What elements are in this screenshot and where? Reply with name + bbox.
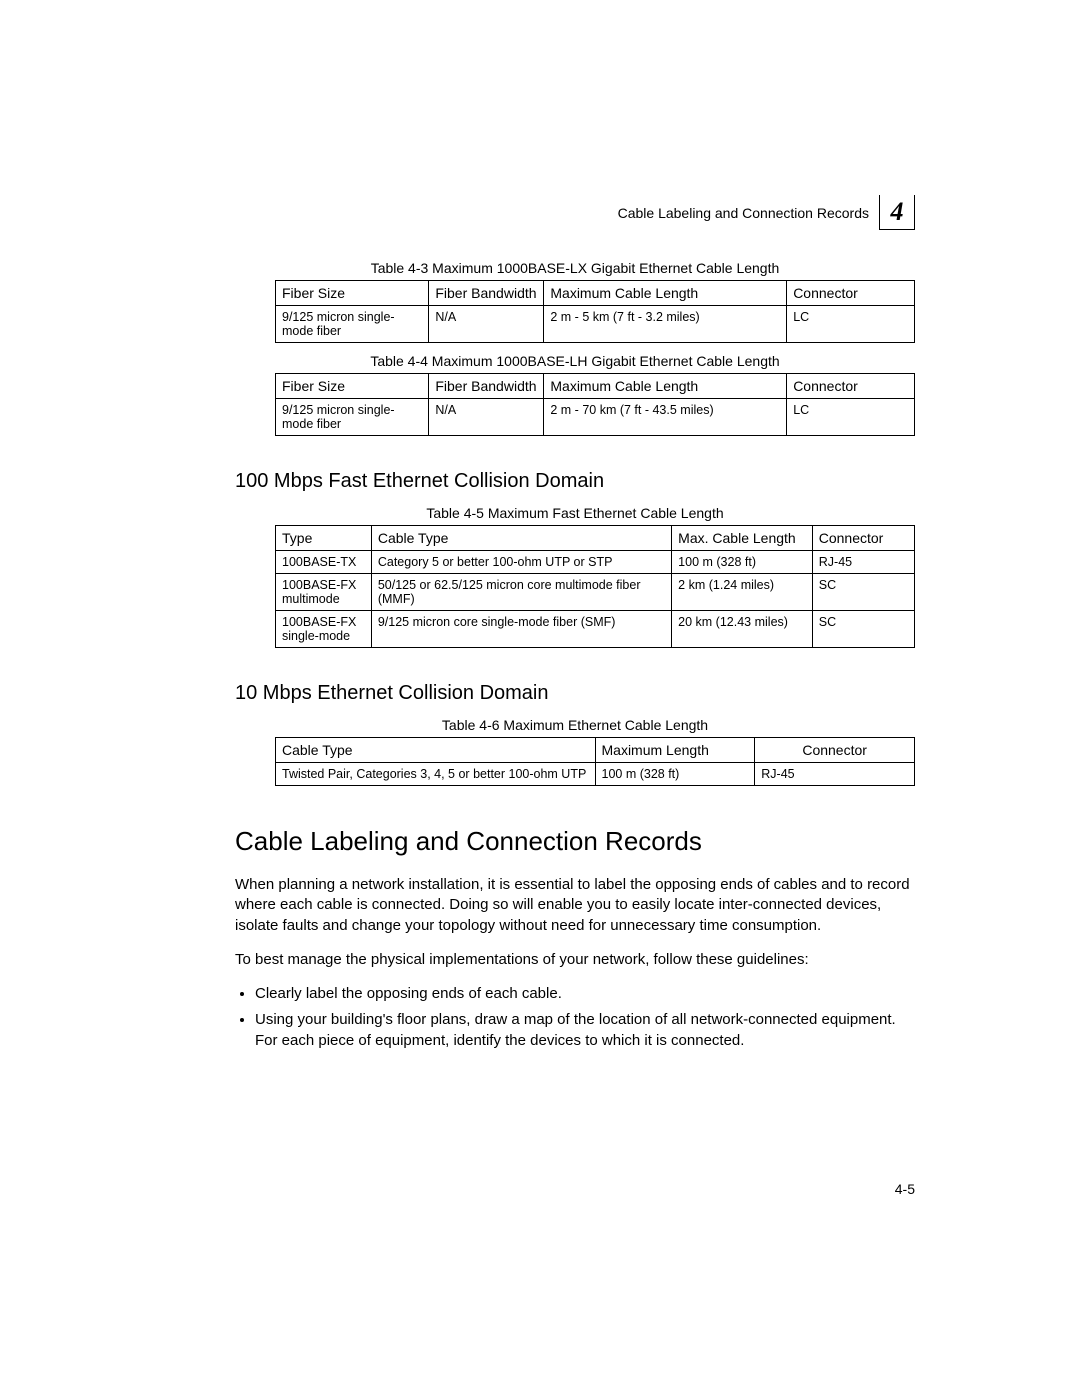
body-paragraph: To best manage the physical implementati… bbox=[235, 950, 915, 970]
cell: 50/125 or 62.5/125 micron core multimode… bbox=[371, 574, 671, 611]
table-header-row: Fiber Size Fiber Bandwidth Maximum Cable… bbox=[276, 374, 915, 399]
col-header: Fiber Bandwidth bbox=[429, 281, 544, 306]
col-header: Maximum Length bbox=[595, 738, 755, 763]
page-title: Cable Labeling and Connection Records bbox=[235, 826, 915, 857]
table-caption: Table 4-5 Maximum Fast Ethernet Cable Le… bbox=[235, 505, 915, 521]
cell: N/A bbox=[429, 399, 544, 436]
cell: 2 m - 5 km (7 ft - 3.2 miles) bbox=[544, 306, 787, 343]
col-header: Cable Type bbox=[371, 526, 671, 551]
table-4-5: Type Cable Type Max. Cable Length Connec… bbox=[275, 525, 915, 648]
cell: 2 km (1.24 miles) bbox=[672, 574, 813, 611]
col-header: Fiber Size bbox=[276, 374, 429, 399]
table-row: 100BASE-TX Category 5 or better 100-ohm … bbox=[276, 551, 915, 574]
cell: LC bbox=[787, 306, 915, 343]
cell: SC bbox=[812, 611, 914, 648]
body-paragraph: When planning a network installation, it… bbox=[235, 875, 915, 936]
cell: SC bbox=[812, 574, 914, 611]
table-4-6: Cable Type Maximum Length Connector Twis… bbox=[275, 737, 915, 786]
header-breadcrumb: Cable Labeling and Connection Records bbox=[618, 205, 869, 221]
cell: 100BASE-FX single-mode bbox=[276, 611, 372, 648]
col-header: Connector bbox=[755, 738, 915, 763]
col-header: Type bbox=[276, 526, 372, 551]
col-header: Maximum Cable Length bbox=[544, 374, 787, 399]
cell: 20 km (12.43 miles) bbox=[672, 611, 813, 648]
cell: RJ-45 bbox=[812, 551, 914, 574]
col-header: Max. Cable Length bbox=[672, 526, 813, 551]
list-item: Using your building's floor plans, draw … bbox=[255, 1010, 915, 1051]
section-heading-100mbps: 100 Mbps Fast Ethernet Collision Domain bbox=[235, 470, 915, 493]
section-heading-10mbps: 10 Mbps Ethernet Collision Domain bbox=[235, 682, 915, 705]
col-header: Fiber Bandwidth bbox=[429, 374, 544, 399]
table-row: Twisted Pair, Categories 3, 4, 5 or bett… bbox=[276, 763, 915, 786]
cell: 9/125 micron single-mode fiber bbox=[276, 306, 429, 343]
chapter-number: 4 bbox=[891, 197, 904, 227]
table-header-row: Type Cable Type Max. Cable Length Connec… bbox=[276, 526, 915, 551]
cell: RJ-45 bbox=[755, 763, 915, 786]
col-header: Connector bbox=[787, 281, 915, 306]
table-row: 9/125 micron single-mode fiber N/A 2 m -… bbox=[276, 306, 915, 343]
cell: 9/125 micron core single-mode fiber (SMF… bbox=[371, 611, 671, 648]
guidelines-list: Clearly label the opposing ends of each … bbox=[235, 984, 915, 1051]
page: Cable Labeling and Connection Records 4 … bbox=[0, 0, 1080, 1397]
cell: 100 m (328 ft) bbox=[672, 551, 813, 574]
cell: Category 5 or better 100-ohm UTP or STP bbox=[371, 551, 671, 574]
col-header: Cable Type bbox=[276, 738, 596, 763]
cell: 2 m - 70 km (7 ft - 43.5 miles) bbox=[544, 399, 787, 436]
table-header-row: Fiber Size Fiber Bandwidth Maximum Cable… bbox=[276, 281, 915, 306]
cell: Twisted Pair, Categories 3, 4, 5 or bett… bbox=[276, 763, 596, 786]
table-4-3: Fiber Size Fiber Bandwidth Maximum Cable… bbox=[275, 280, 915, 343]
table-row: 100BASE-FX multimode 50/125 or 62.5/125 … bbox=[276, 574, 915, 611]
table-row: 100BASE-FX single-mode 9/125 micron core… bbox=[276, 611, 915, 648]
page-header: Cable Labeling and Connection Records 4 bbox=[235, 195, 915, 230]
chapter-number-box: 4 bbox=[879, 195, 915, 230]
table-header-row: Cable Type Maximum Length Connector bbox=[276, 738, 915, 763]
table-caption: Table 4-6 Maximum Ethernet Cable Length bbox=[235, 717, 915, 733]
cell: 100BASE-TX bbox=[276, 551, 372, 574]
cell: 100BASE-FX multimode bbox=[276, 574, 372, 611]
cell: N/A bbox=[429, 306, 544, 343]
cell: 100 m (328 ft) bbox=[595, 763, 755, 786]
table-row: 9/125 micron single-mode fiber N/A 2 m -… bbox=[276, 399, 915, 436]
cell: LC bbox=[787, 399, 915, 436]
page-number: 4-5 bbox=[895, 1181, 915, 1197]
table-4-4: Fiber Size Fiber Bandwidth Maximum Cable… bbox=[275, 373, 915, 436]
cell: 9/125 micron single-mode fiber bbox=[276, 399, 429, 436]
table-caption: Table 4-4 Maximum 1000BASE-LH Gigabit Et… bbox=[235, 353, 915, 369]
table-caption: Table 4-3 Maximum 1000BASE-LX Gigabit Et… bbox=[235, 260, 915, 276]
col-header: Fiber Size bbox=[276, 281, 429, 306]
col-header: Connector bbox=[787, 374, 915, 399]
col-header: Connector bbox=[812, 526, 914, 551]
list-item: Clearly label the opposing ends of each … bbox=[255, 984, 915, 1004]
col-header: Maximum Cable Length bbox=[544, 281, 787, 306]
